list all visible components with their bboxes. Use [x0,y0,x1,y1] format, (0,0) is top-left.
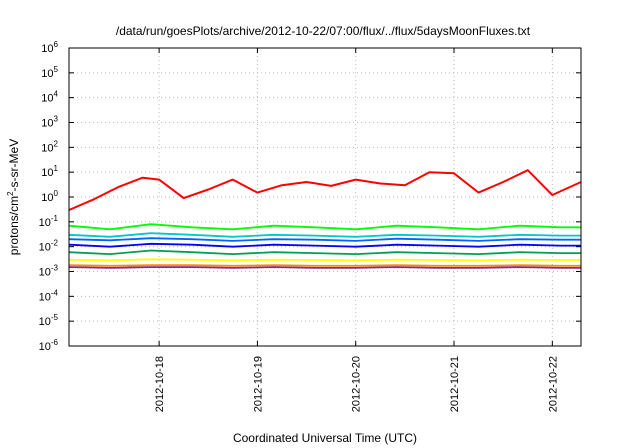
series-line-2 [68,232,581,238]
plot-frame [68,47,582,347]
x-axis-ticks: 2012-10-18 2012-10-19 2012-10-20 2012-10-21… [154,48,559,412]
y-tick-label: 102 [41,139,58,154]
y-tick-label: 10-2 [39,239,59,254]
series-line-8 [68,266,581,269]
series-line-3 [68,237,581,242]
x-tick-label: 2012-10-18 [154,356,166,412]
y-tick-label: 103 [41,115,58,130]
grid [69,47,581,347]
y-axis-label: protons/cm2-s-sr-MeV [6,139,21,255]
x-tick-label: 2012-10-22 [547,356,559,412]
y-tick-label: 10-6 [39,338,59,353]
series-line-1 [68,223,581,231]
y-tick-label: 105 [41,65,58,80]
y-tick-label: 10-1 [39,214,59,229]
y-tick-label: 104 [41,90,58,105]
y-axis-ticks: 10-6 10-5 10-4 10-3 10-2 10-1 100 101 102 103 104 1… [39,40,581,353]
y-tick-label: 106 [41,40,58,55]
chart-title: /data/run/goesPlots/archive/2012-10-22/0… [116,24,531,38]
x-tick-label: 2012-10-21 [449,356,461,412]
series-lines [68,169,582,269]
x-tick-label: 2012-10-19 [252,356,264,412]
y-tick-label: 10-5 [39,313,59,328]
y-tick-label: 100 [41,189,58,204]
series-line-5 [68,249,581,256]
series-line-0 [68,169,582,211]
series-line-6 [68,258,581,262]
series-line-7 [68,264,581,267]
x-tick-label: 2012-10-20 [351,356,363,412]
x-axis-label: Coordinated Universal Time (UTC) [233,431,417,445]
series-line-4 [68,242,581,248]
y-tick-label: 10-4 [39,288,59,303]
y-tick-label: 10-3 [39,264,59,279]
y-tick-label: 101 [41,164,58,179]
